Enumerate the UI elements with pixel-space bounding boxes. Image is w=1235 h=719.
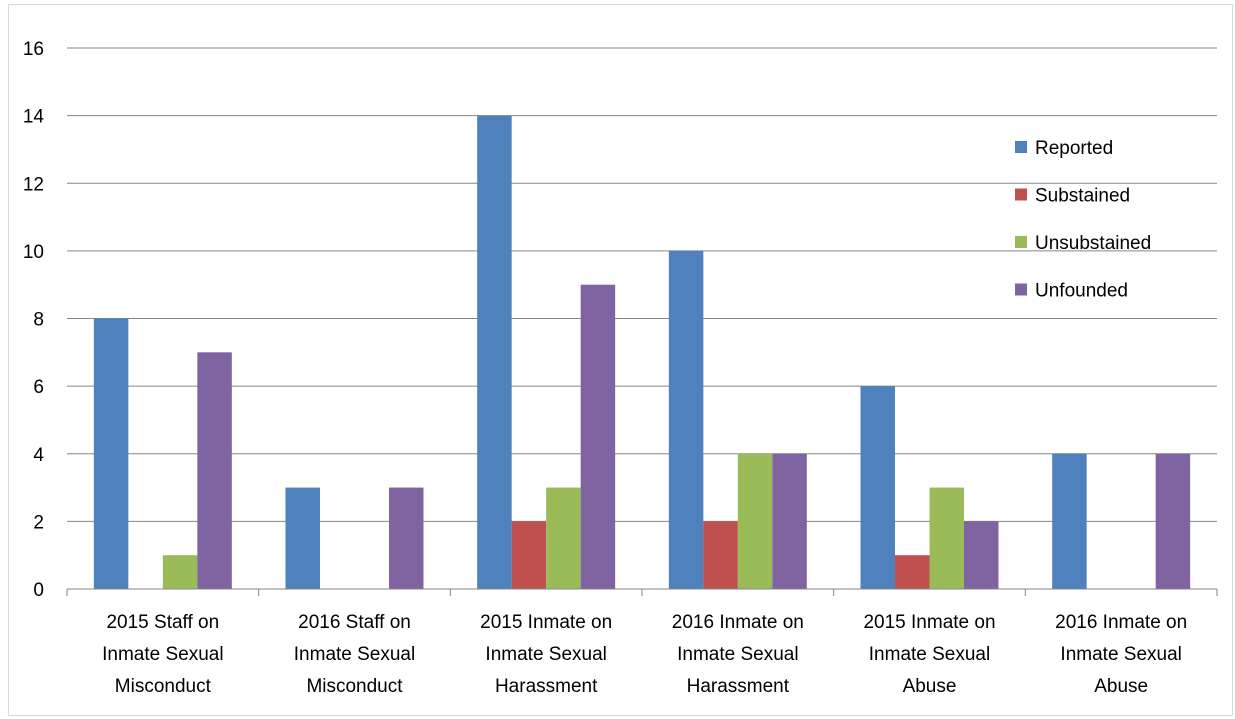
- legend-swatch: [1015, 283, 1027, 296]
- bar-unsubstained: [162, 555, 198, 589]
- bar-reported: [668, 250, 704, 589]
- category-label: 2016 Inmate on Inmate Sexual Harassment: [672, 612, 804, 697]
- bar-substained: [703, 521, 738, 589]
- y-tick-label: 10: [23, 242, 44, 263]
- legend-swatch: [1015, 188, 1027, 201]
- bar-unfounded: [964, 521, 999, 589]
- bars: [93, 115, 1191, 589]
- legend-label: Substained: [1035, 186, 1130, 207]
- category-label: 2015 Inmate on Inmate Sexual Harassment: [480, 612, 612, 697]
- x-axis-categories: 2015 Staff on Inmate Sexual Misconduct 2016…: [102, 612, 1187, 697]
- y-tick-label: 16: [23, 39, 44, 60]
- y-tick-label: 8: [33, 310, 44, 331]
- y-tick-label: 4: [33, 445, 44, 466]
- category-label: 2016 Inmate on Inmate Sexual Abuse: [1055, 612, 1187, 697]
- y-tick-label: 0: [33, 580, 44, 601]
- y-axis-ticks: 0 2 4 6 8 10 12 14 16: [23, 39, 45, 601]
- bar-unsubstained: [929, 487, 964, 589]
- bar-unfounded: [772, 453, 807, 589]
- bar-unfounded: [1155, 453, 1191, 589]
- y-tick-label: 6: [33, 377, 44, 398]
- bar-reported: [1052, 453, 1087, 589]
- bar-unfounded: [197, 352, 232, 589]
- y-tick-label: 12: [23, 174, 44, 195]
- legend: Reported Substained Unsubstained Unfounded: [1015, 138, 1151, 302]
- category-label: 2015 Inmate on Inmate Sexual Abuse: [863, 612, 995, 697]
- y-tick-label: 2: [33, 512, 44, 533]
- legend-label: Unfounded: [1035, 281, 1128, 302]
- legend-swatch: [1015, 236, 1027, 248]
- bar-reported: [93, 318, 129, 589]
- bar-reported: [285, 487, 320, 589]
- bar-unfounded: [580, 284, 616, 589]
- category-label: 2016 Staff on Inmate Sexual Misconduct: [294, 612, 415, 697]
- category-label: 2015 Staff on Inmate Sexual Misconduct: [102, 612, 223, 697]
- legend-swatch: [1015, 141, 1027, 153]
- bar-unsubstained: [737, 453, 773, 589]
- legend-label: Unsubstained: [1035, 233, 1151, 254]
- bar-unfounded: [389, 487, 424, 589]
- bar-substained: [511, 521, 547, 589]
- bar-substained: [895, 555, 930, 589]
- y-tick-label: 14: [23, 107, 45, 128]
- bar-reported: [860, 386, 895, 589]
- bar-reported: [477, 115, 512, 589]
- gridlines: [67, 47, 1217, 522]
- x-axis: [66, 588, 1218, 596]
- legend-label: Reported: [1035, 138, 1113, 159]
- bar-unsubstained: [546, 487, 581, 589]
